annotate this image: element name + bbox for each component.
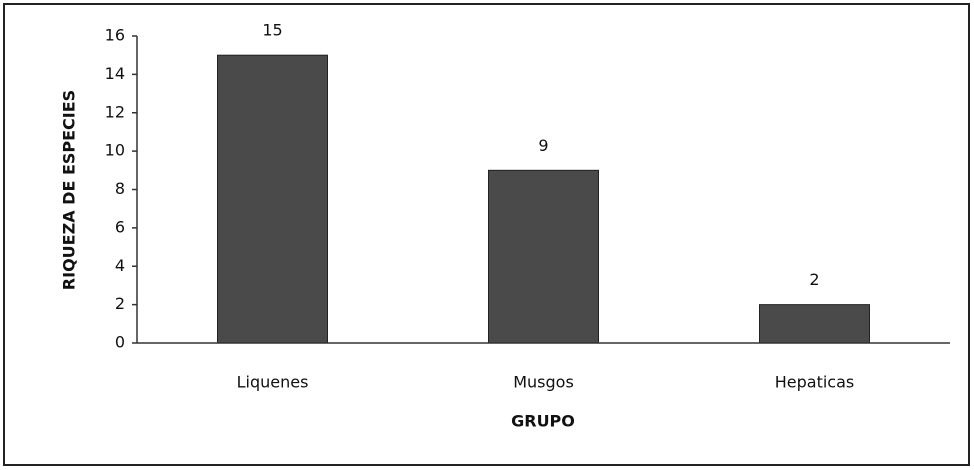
y-tick-label: 8 xyxy=(115,179,125,198)
x-tick-label: Musgos xyxy=(513,373,574,392)
data-label: 15 xyxy=(262,21,282,40)
y-tick-label: 2 xyxy=(115,294,125,313)
y-tick-label: 14 xyxy=(105,64,125,83)
y-axis-label: RIQUEZA DE ESPECIES xyxy=(60,90,79,290)
x-axis-label: GRUPO xyxy=(511,412,575,431)
y-tick-label: 12 xyxy=(105,102,125,121)
x-tick-label: Hepaticas xyxy=(775,373,855,392)
y-tick-label: 0 xyxy=(115,333,125,352)
bar xyxy=(488,169,599,344)
data-label: 9 xyxy=(538,136,548,155)
bar xyxy=(759,304,870,344)
chart-frame xyxy=(3,3,970,466)
y-tick-label: 4 xyxy=(115,256,125,275)
data-label: 2 xyxy=(809,270,819,289)
y-tick-label: 6 xyxy=(115,217,125,236)
y-tick-label: 10 xyxy=(105,141,125,160)
bar xyxy=(217,54,328,344)
y-tick-label: 16 xyxy=(105,26,125,45)
x-tick-label: Liquenes xyxy=(237,373,309,392)
